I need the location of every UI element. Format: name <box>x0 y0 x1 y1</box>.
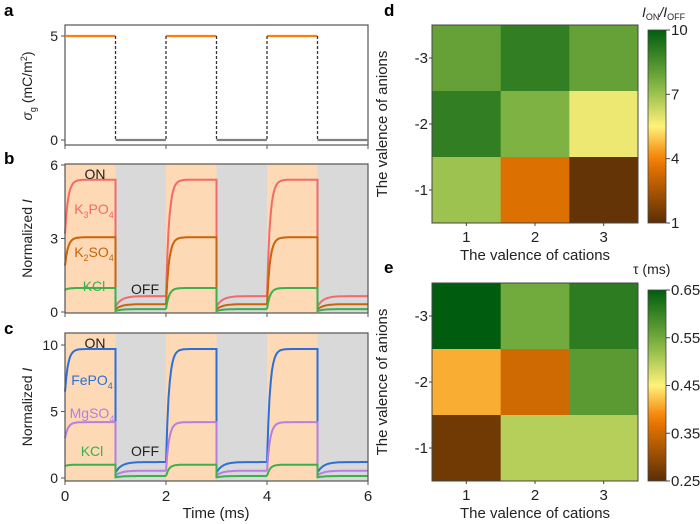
heatmap-cell <box>569 283 639 350</box>
colorbar-tick-label: 0.55 <box>671 330 700 347</box>
x-tick-label: 0 <box>61 488 69 505</box>
heatmap-cell <box>500 415 570 482</box>
y-tick-label: -1 <box>415 440 428 457</box>
y-tick-label: 5 <box>50 404 58 420</box>
x-tick-label: 4 <box>263 488 271 505</box>
x-tick-label: 1 <box>462 487 470 504</box>
panel-label-a: a <box>4 1 14 20</box>
x-tick-label: 3 <box>599 487 607 504</box>
series-line-KCl <box>64 463 368 479</box>
x-tick-label: 1 <box>462 229 470 246</box>
panel-label-e: e <box>384 258 393 277</box>
series-line-K2SO4 <box>64 236 368 312</box>
series-label-KCl: KCl <box>81 443 104 459</box>
heatmap-cell <box>432 91 502 158</box>
y-axis-label: Normalized I <box>19 199 35 278</box>
y-tick-label: 5 <box>50 28 58 44</box>
series-line-MgSO4 <box>64 421 368 478</box>
y-tick-label: 0 <box>50 304 58 320</box>
y-tick-label: 6 <box>50 157 58 173</box>
y-tick-label: -3 <box>415 308 428 325</box>
heatmap-cell <box>432 25 502 92</box>
heatmap-cell <box>500 349 570 416</box>
y-tick-label: 3 <box>50 231 58 247</box>
y-tick-label: -2 <box>415 116 428 133</box>
on-label: ON <box>85 166 106 182</box>
y-tick-label: -3 <box>415 50 428 67</box>
heatmap-cell <box>569 349 639 416</box>
heatmap-cell <box>569 25 639 92</box>
colorbar-title: ION/IOFF <box>642 4 686 22</box>
panel-label-c: c <box>4 319 13 338</box>
off-region <box>317 333 368 481</box>
y-axis-label: σg (mC/m2) <box>19 51 38 120</box>
panel-label-d: d <box>384 1 394 20</box>
x-tick-label: 6 <box>364 488 372 505</box>
heatmap-cell <box>432 283 502 350</box>
colorbar <box>647 29 667 224</box>
x-axis-label: Time (ms) <box>183 505 250 522</box>
colorbar-tick-label: 10 <box>671 22 688 39</box>
heatmap-cell <box>432 157 502 224</box>
colorbar-tick-label: 0.65 <box>671 282 700 299</box>
on-label: ON <box>85 335 106 351</box>
colorbar-tick-label: 0.25 <box>671 473 700 490</box>
y-axis-label: The valence of anions <box>374 309 391 456</box>
series-label-FePO4: FePO4 <box>71 372 113 391</box>
heatmap-cell <box>432 349 502 416</box>
colorbar <box>647 289 667 482</box>
off-region <box>317 164 368 313</box>
colorbar-tick-label: 4 <box>671 151 679 168</box>
series-label-KCl: KCl <box>83 278 106 294</box>
colorbar-tick-label: 1 <box>671 215 679 232</box>
colorbar-tick-label: 0.35 <box>671 425 700 442</box>
panel-label-b: b <box>4 149 14 168</box>
series-line-KCl <box>64 287 368 313</box>
heatmap-cell <box>500 157 570 224</box>
colorbar-tick-label: 0.45 <box>671 378 700 395</box>
off-region <box>216 333 267 481</box>
off-region <box>216 164 267 313</box>
series-label-MgSO4: MgSO4 <box>70 405 115 424</box>
off-label: OFF <box>131 443 159 459</box>
on-region <box>166 333 217 481</box>
x-axis-label: The valence of cations <box>460 247 610 264</box>
y-tick-label: 10 <box>42 337 58 353</box>
y-tick-label: 0 <box>50 470 58 486</box>
off-label: OFF <box>131 281 159 297</box>
x-axis-label: The valence of cations <box>460 505 610 522</box>
heatmap-cell <box>500 91 570 158</box>
off-region <box>115 333 166 481</box>
x-tick-label: 2 <box>162 488 170 505</box>
plot-frame <box>64 24 369 146</box>
y-axis-label: The valence of anions <box>374 51 391 198</box>
colorbar-title: τ (ms) <box>633 261 670 277</box>
panel-c: 0 5 10 0 2 4 6 ON OFF FePO4 MgSO4 KCl Normalized I Ti… <box>19 332 372 522</box>
heatmap-cell <box>500 283 570 350</box>
y-axis-label: Normalized I <box>19 368 35 447</box>
y-tick-label: -1 <box>415 182 428 199</box>
y-tick-label: -2 <box>415 374 428 391</box>
off-region <box>115 164 166 313</box>
colorbar-tick-label: 7 <box>671 86 679 103</box>
heatmap-cell <box>500 25 570 92</box>
heatmap-cell <box>569 415 639 482</box>
heatmap-cell <box>569 91 639 158</box>
heatmap-cell <box>432 415 502 482</box>
x-tick-label: 2 <box>531 229 539 246</box>
plot-frame <box>64 332 369 482</box>
series-line-FePO4 <box>64 348 368 476</box>
panel-a: 0 5 σg (mC/m2) <box>19 24 369 149</box>
y-tick-label: 0 <box>50 132 58 148</box>
x-tick-label: 3 <box>599 229 607 246</box>
on-region <box>65 333 116 481</box>
heatmap-cell <box>569 157 639 224</box>
on-region <box>267 333 318 481</box>
x-tick-label: 2 <box>531 487 539 504</box>
